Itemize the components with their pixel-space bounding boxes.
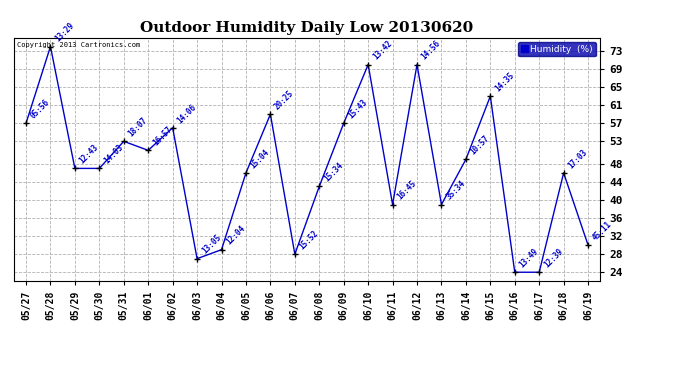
Text: 15:04: 15:04 <box>248 147 271 170</box>
Text: 05:56: 05:56 <box>29 98 52 120</box>
Text: 35:34: 35:34 <box>444 179 467 202</box>
Legend: Humidity  (%): Humidity (%) <box>518 42 595 56</box>
Text: 18:07: 18:07 <box>126 116 149 138</box>
Title: Outdoor Humidity Daily Low 20130620: Outdoor Humidity Daily Low 20130620 <box>141 21 473 35</box>
Text: 14:35: 14:35 <box>493 70 516 93</box>
Text: 45:11: 45:11 <box>591 220 613 242</box>
Text: 15:34: 15:34 <box>322 161 345 184</box>
Text: 12:04: 12:04 <box>224 224 247 247</box>
Text: 20:25: 20:25 <box>273 89 296 111</box>
Text: 13:29: 13:29 <box>53 21 76 44</box>
Text: 14:06: 14:06 <box>175 102 198 125</box>
Text: 10:57: 10:57 <box>469 134 491 157</box>
Text: 13:42: 13:42 <box>371 39 393 62</box>
Text: 17:03: 17:03 <box>566 147 589 170</box>
Text: 13:49: 13:49 <box>518 247 540 270</box>
Text: 13:05: 13:05 <box>200 233 223 256</box>
Text: 16:45: 16:45 <box>395 179 418 202</box>
Text: 15:52: 15:52 <box>297 229 320 251</box>
Text: 14:56: 14:56 <box>420 39 442 62</box>
Text: Copyright 2013 Cartronics.com: Copyright 2013 Cartronics.com <box>17 42 140 48</box>
Text: 12:43: 12:43 <box>78 143 100 166</box>
Text: 16:57: 16:57 <box>151 125 174 148</box>
Text: 15:43: 15:43 <box>346 98 369 120</box>
Text: 14:03: 14:03 <box>102 143 125 166</box>
Text: 12:39: 12:39 <box>542 247 564 270</box>
